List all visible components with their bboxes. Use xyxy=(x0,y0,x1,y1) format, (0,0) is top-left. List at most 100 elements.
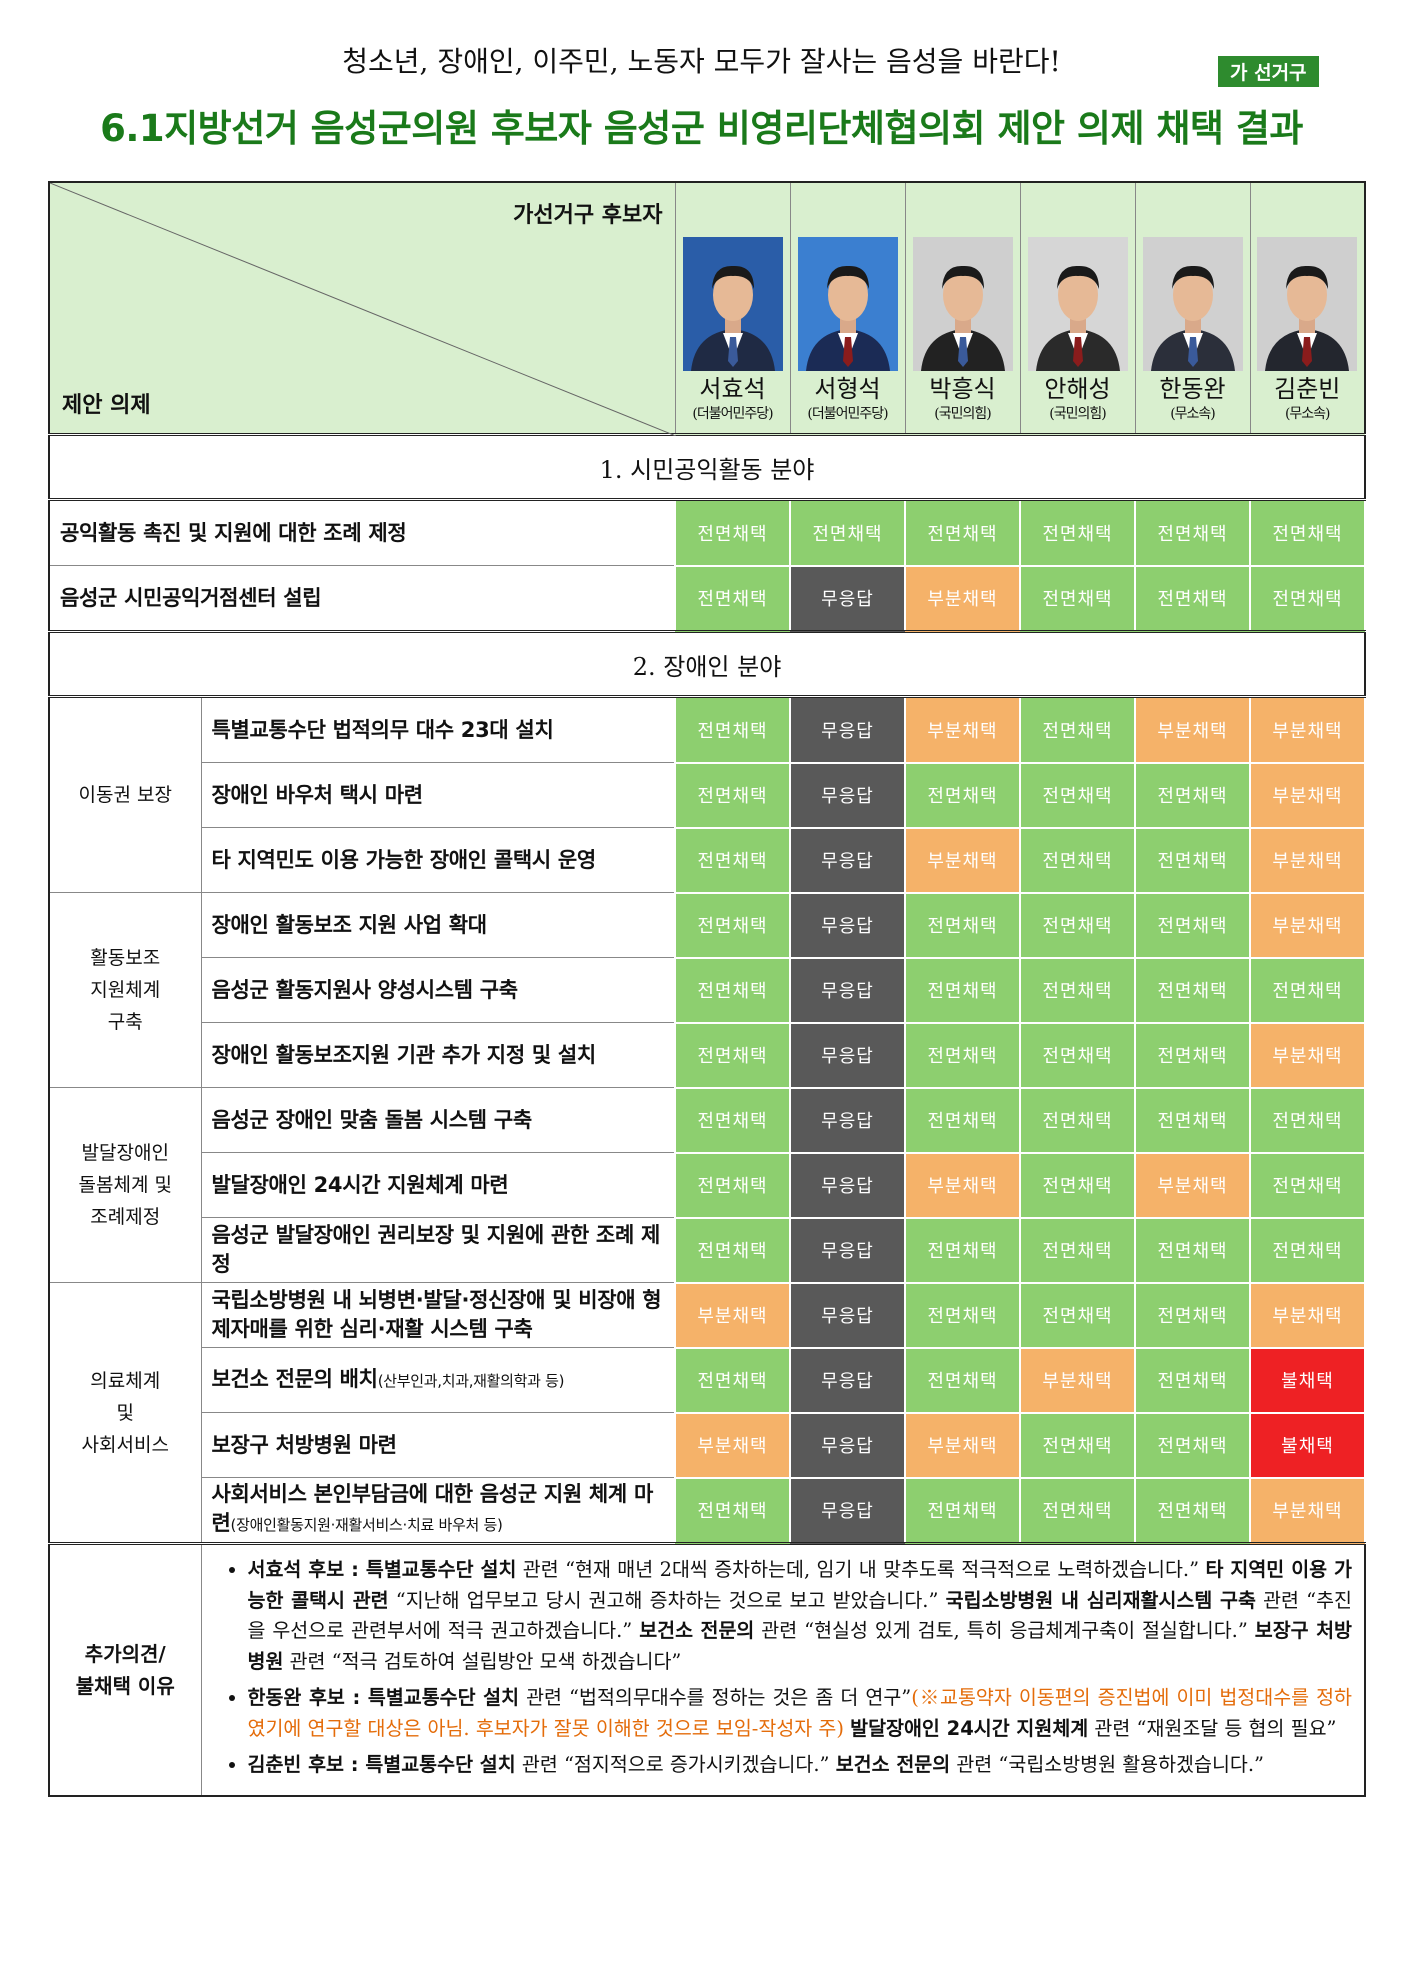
candidate-photo xyxy=(797,237,898,371)
result-cell: 전면채택 xyxy=(1019,761,1136,829)
result-cell: 전면채택 xyxy=(904,498,1021,567)
candidate-cell: 서형석 (더불어민주당) xyxy=(789,181,906,435)
photo-hair xyxy=(1286,265,1329,289)
result-cell: 전면채택 xyxy=(1134,1281,1251,1349)
result-cell: 전면채택 xyxy=(1019,956,1136,1024)
result-cell: 전면채택 xyxy=(1019,1476,1136,1545)
result-cell: 불채택 xyxy=(1249,1346,1366,1414)
note-segment: 관련 “재원조달 등 협의 필요” xyxy=(1088,1716,1337,1740)
notes-text: 서효석 후보 : 특별교통수단 설치 관련 “현재 매년 2대씩 증차하는데, … xyxy=(200,1542,1366,1796)
note-segment: 발달장애인 24시간 지원체계 xyxy=(850,1716,1089,1740)
result-cell: 전면채택 xyxy=(904,891,1021,959)
agenda-row: 활동보조 지원체계 구축 장애인 활동보조 지원 사업 확대 전면채택 무응답 전면채택… xyxy=(48,891,1366,1088)
photo-tie xyxy=(1302,337,1313,367)
agenda-row: 장애인 바우처 택시 마련 전면채택 무응답 전면채택 전면채택 전면채택 부분채택 xyxy=(49,761,1366,829)
note-segment: 김춘빈 후보 : 특별교통수단 설치 xyxy=(247,1753,516,1776)
result-cell: 부분채택 xyxy=(1249,1281,1366,1349)
agenda-item: 발달장애인 24시간 지원체계 마련 xyxy=(200,1152,676,1218)
candidate-name: 서효석 xyxy=(699,375,766,403)
result-cell: 전면채택 xyxy=(674,826,791,894)
note-segment: 한동완 후보 : 특별교통수단 설치 xyxy=(247,1686,520,1709)
result-cell: 부분채택 xyxy=(1249,1476,1366,1545)
result-cell: 전면채택 xyxy=(1249,1086,1366,1154)
result-cell: 전면채택 xyxy=(674,1021,791,1089)
agenda-item: 장애인 활동보조지원 기관 추가 지정 및 설치 xyxy=(200,1022,676,1088)
result-cell: 전면채택 xyxy=(1134,761,1251,829)
candidate-photo xyxy=(1142,237,1243,371)
photo-tie xyxy=(957,337,968,367)
result-cell: 부분채택 xyxy=(1249,826,1366,894)
note-segment: 관련 “현실성 있게 검토, 특히 응급체계구축이 절실합니다.” xyxy=(754,1619,1255,1642)
note-segment: 보장구 처방병원 xyxy=(247,1619,1353,1673)
result-cell: 전면채택 xyxy=(674,1151,791,1219)
district-badge: 가 선거구 xyxy=(1218,56,1319,87)
result-cell: 전면채택 xyxy=(674,761,791,829)
result-cell: 전면채택 xyxy=(904,1086,1021,1154)
result-cell: 무응답 xyxy=(789,564,906,633)
result-cell: 전면채택 xyxy=(1134,564,1251,633)
candidate-name: 서형석 xyxy=(814,375,881,403)
corner-bottom: 제안 의제 xyxy=(62,393,151,418)
corner-cell: 가선거구 후보자 제안 의제 xyxy=(48,181,676,436)
photo-hair xyxy=(826,265,869,289)
result-cell: 전면채택 xyxy=(674,1216,791,1284)
photo-tie xyxy=(1187,337,1198,367)
agenda-text: 발달장애인 24시간 지원체계 마련 xyxy=(211,1172,509,1197)
note-segment: 국립소방병원 내 심리재활시스템 구축 xyxy=(945,1588,1256,1612)
note-segment: 관련 “법적의무대수를 정하는 것은 좀 더 연구” xyxy=(519,1686,912,1709)
note-item: 한동완 후보 : 특별교통수단 설치 관련 “법적의무대수를 정하는 것은 좀 … xyxy=(248,1683,1353,1744)
note-segment: (※교통약자 이동편의 증진법에 이미 법정대수를 정하였기에 연구할 대상은 … xyxy=(247,1686,1353,1740)
agenda-item: 장애인 바우처 택시 마련 xyxy=(200,762,676,828)
result-cell: 무응답 xyxy=(789,761,906,829)
result-cell: 무응답 xyxy=(789,1151,906,1219)
result-cell: 전면채택 xyxy=(1134,1216,1251,1284)
photo-tie xyxy=(842,337,853,367)
candidate-cell: 한동완 (무소속) xyxy=(1134,181,1251,435)
result-cell: 전면채택 xyxy=(904,1281,1021,1349)
agenda-text: 공익활동 촉진 및 지원에 대한 조례 제정 xyxy=(60,520,407,545)
result-cell: 무응답 xyxy=(789,1086,906,1154)
agenda-note: (장애인활동지원·재활서비스·치료 바우처 등) xyxy=(230,1516,503,1534)
result-cell: 무응답 xyxy=(789,1476,906,1545)
photo-face xyxy=(827,269,868,321)
result-cell: 무응답 xyxy=(789,1281,906,1349)
note-segment: 타 지역민 이용 가능한 콜택시 관련 xyxy=(247,1558,1353,1612)
candidate-photo xyxy=(1027,237,1128,371)
agenda-text: 음성군 장애인 맞춤 돌봄 시스템 구축 xyxy=(211,1107,533,1132)
result-cell: 전면채택 xyxy=(904,1346,1021,1414)
note-segment: 서효석 후보 : 특별교통수단 설치 xyxy=(247,1558,517,1581)
agenda-text: 음성군 활동지원사 양성시스템 구축 xyxy=(211,977,519,1002)
subtitle: 청소년, 장애인, 이주민, 노동자 모두가 잘사는 음성을 바란다! xyxy=(342,45,1061,78)
agenda-row: 이동권 보장 특별교통수단 법적의무 대수 23대 설치 전면채택 무응답 부분채택 전면… xyxy=(48,695,1366,893)
result-cell: 부분채택 xyxy=(1249,695,1366,764)
result-cell: 무응답 xyxy=(789,695,906,764)
candidate-cell: 안해성 (국민의힘) xyxy=(1019,181,1136,435)
photo-tie xyxy=(727,337,738,367)
result-cell: 전면채택 xyxy=(1134,1411,1251,1479)
candidate-name: 한동완 xyxy=(1159,375,1226,403)
result-cell: 부분채택 xyxy=(1249,1021,1366,1089)
agenda-row: 보건소 전문의 배치(산부인과,치과,재활의학과 등) 전면채택 무응답 전면채택 부분… xyxy=(49,1346,1366,1414)
note-segment: “지난해 업무보고 당시 권고해 증차하는 것으로 보고 받았습니다.” xyxy=(388,1588,946,1612)
note-segment: 관련 “적극 검토하여 설립방안 모색 하겠습니다” xyxy=(283,1649,682,1673)
diagonal-line xyxy=(50,183,676,436)
result-cell: 전면채택 xyxy=(674,1476,791,1545)
photo-face xyxy=(1057,269,1098,321)
agenda-row: 음성군 발달장애인 권리보장 및 지원에 관한 조례 제정 전면채택 무응답 전면채택… xyxy=(49,1216,1366,1284)
candidate-party: (더불어민주당) xyxy=(692,406,773,422)
group-label: 활동보조 지원체계 구축 xyxy=(48,892,202,1088)
note-item: 서효석 후보 : 특별교통수단 설치 관련 “현재 매년 2대씩 증차하는데, … xyxy=(248,1555,1353,1677)
result-cell: 전면채택 xyxy=(1134,1021,1251,1089)
candidate-name: 박흥식 xyxy=(929,375,996,403)
result-cell: 전면채택 xyxy=(1019,826,1136,894)
result-cell: 전면채택 xyxy=(1249,1216,1366,1284)
notes-label: 추가의견/ 불채택 이유 xyxy=(48,1542,202,1796)
photo-face xyxy=(1172,269,1213,321)
result-cell: 전면채택 xyxy=(1249,1151,1366,1219)
agenda-item: 사회서비스 본인부담금에 대한 음성군 지원 체계 마련(장애인활동지원·재활서… xyxy=(200,1477,676,1544)
result-cell: 전면채택 xyxy=(1134,826,1251,894)
agenda-text: 장애인 활동보조 지원 사업 확대 xyxy=(211,912,488,937)
note-item: 김춘빈 후보 : 특별교통수단 설치 관련 “점지적으로 증가시키겠습니다.” … xyxy=(248,1750,1353,1781)
result-table: 가선거구 후보자 제안 의제 서효석 (더불어민주당) 서형석 (더불어민주당) 박흥식 (국… xyxy=(48,181,1366,1797)
